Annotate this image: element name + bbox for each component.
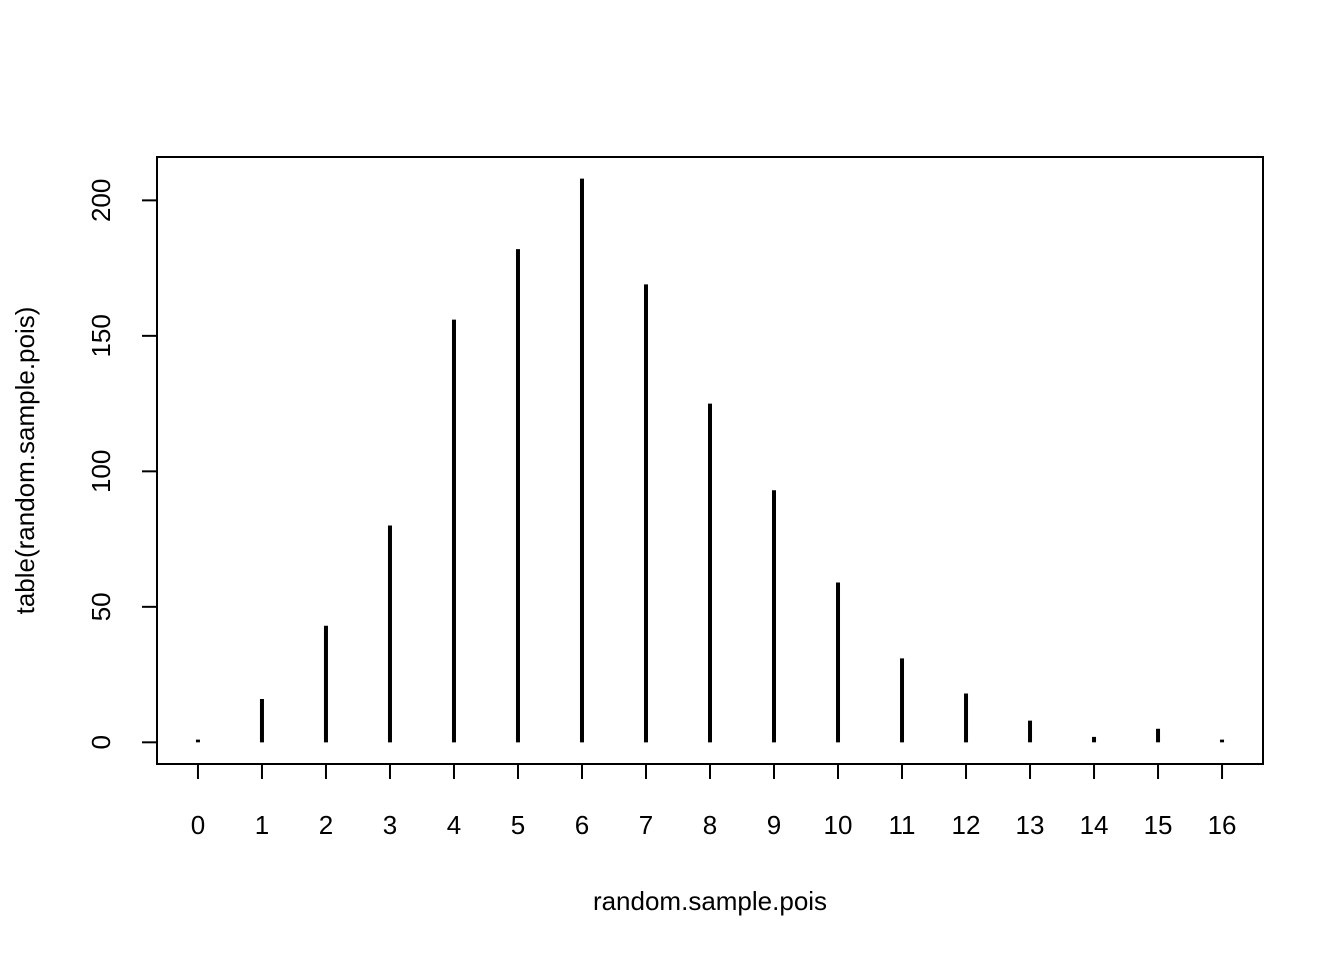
x-tick-label-14: 14	[1080, 810, 1109, 840]
x-tick-label-10: 10	[824, 810, 853, 840]
x-tick-label-13: 13	[1016, 810, 1045, 840]
x-tick-label-6: 6	[575, 810, 589, 840]
x-tick-label-5: 5	[511, 810, 525, 840]
x-tick-label-16: 16	[1208, 810, 1237, 840]
y-tick-label-100: 100	[86, 450, 116, 493]
x-axis: 0 1 2 3 4 5 6 7 8 9 10 11 12 13 14 15 16	[191, 763, 1237, 840]
y-tick-label-50: 50	[86, 592, 116, 621]
x-tick-label-4: 4	[447, 810, 461, 840]
x-tick-label-3: 3	[383, 810, 397, 840]
y-axis: 0 50 100 150 200	[86, 179, 158, 750]
x-tick-label-9: 9	[767, 810, 781, 840]
y-tick-label-200: 200	[86, 179, 116, 222]
x-tick-label-12: 12	[952, 810, 981, 840]
x-tick-label-11: 11	[889, 810, 916, 840]
bars-group	[195, 178, 1225, 743]
x-tick-label-7: 7	[639, 810, 653, 840]
x-tick-label-8: 8	[703, 810, 717, 840]
x-tick-label-0: 0	[191, 810, 205, 840]
x-axis-label: random.sample.pois	[593, 886, 827, 916]
y-axis-label: table(random.sample.pois)	[10, 307, 40, 615]
y-tick-label-150: 150	[86, 314, 116, 357]
y-tick-label-0: 0	[86, 735, 116, 749]
x-tick-label-1: 1	[255, 810, 269, 840]
x-tick-label-2: 2	[319, 810, 333, 840]
x-tick-label-15: 15	[1144, 810, 1173, 840]
